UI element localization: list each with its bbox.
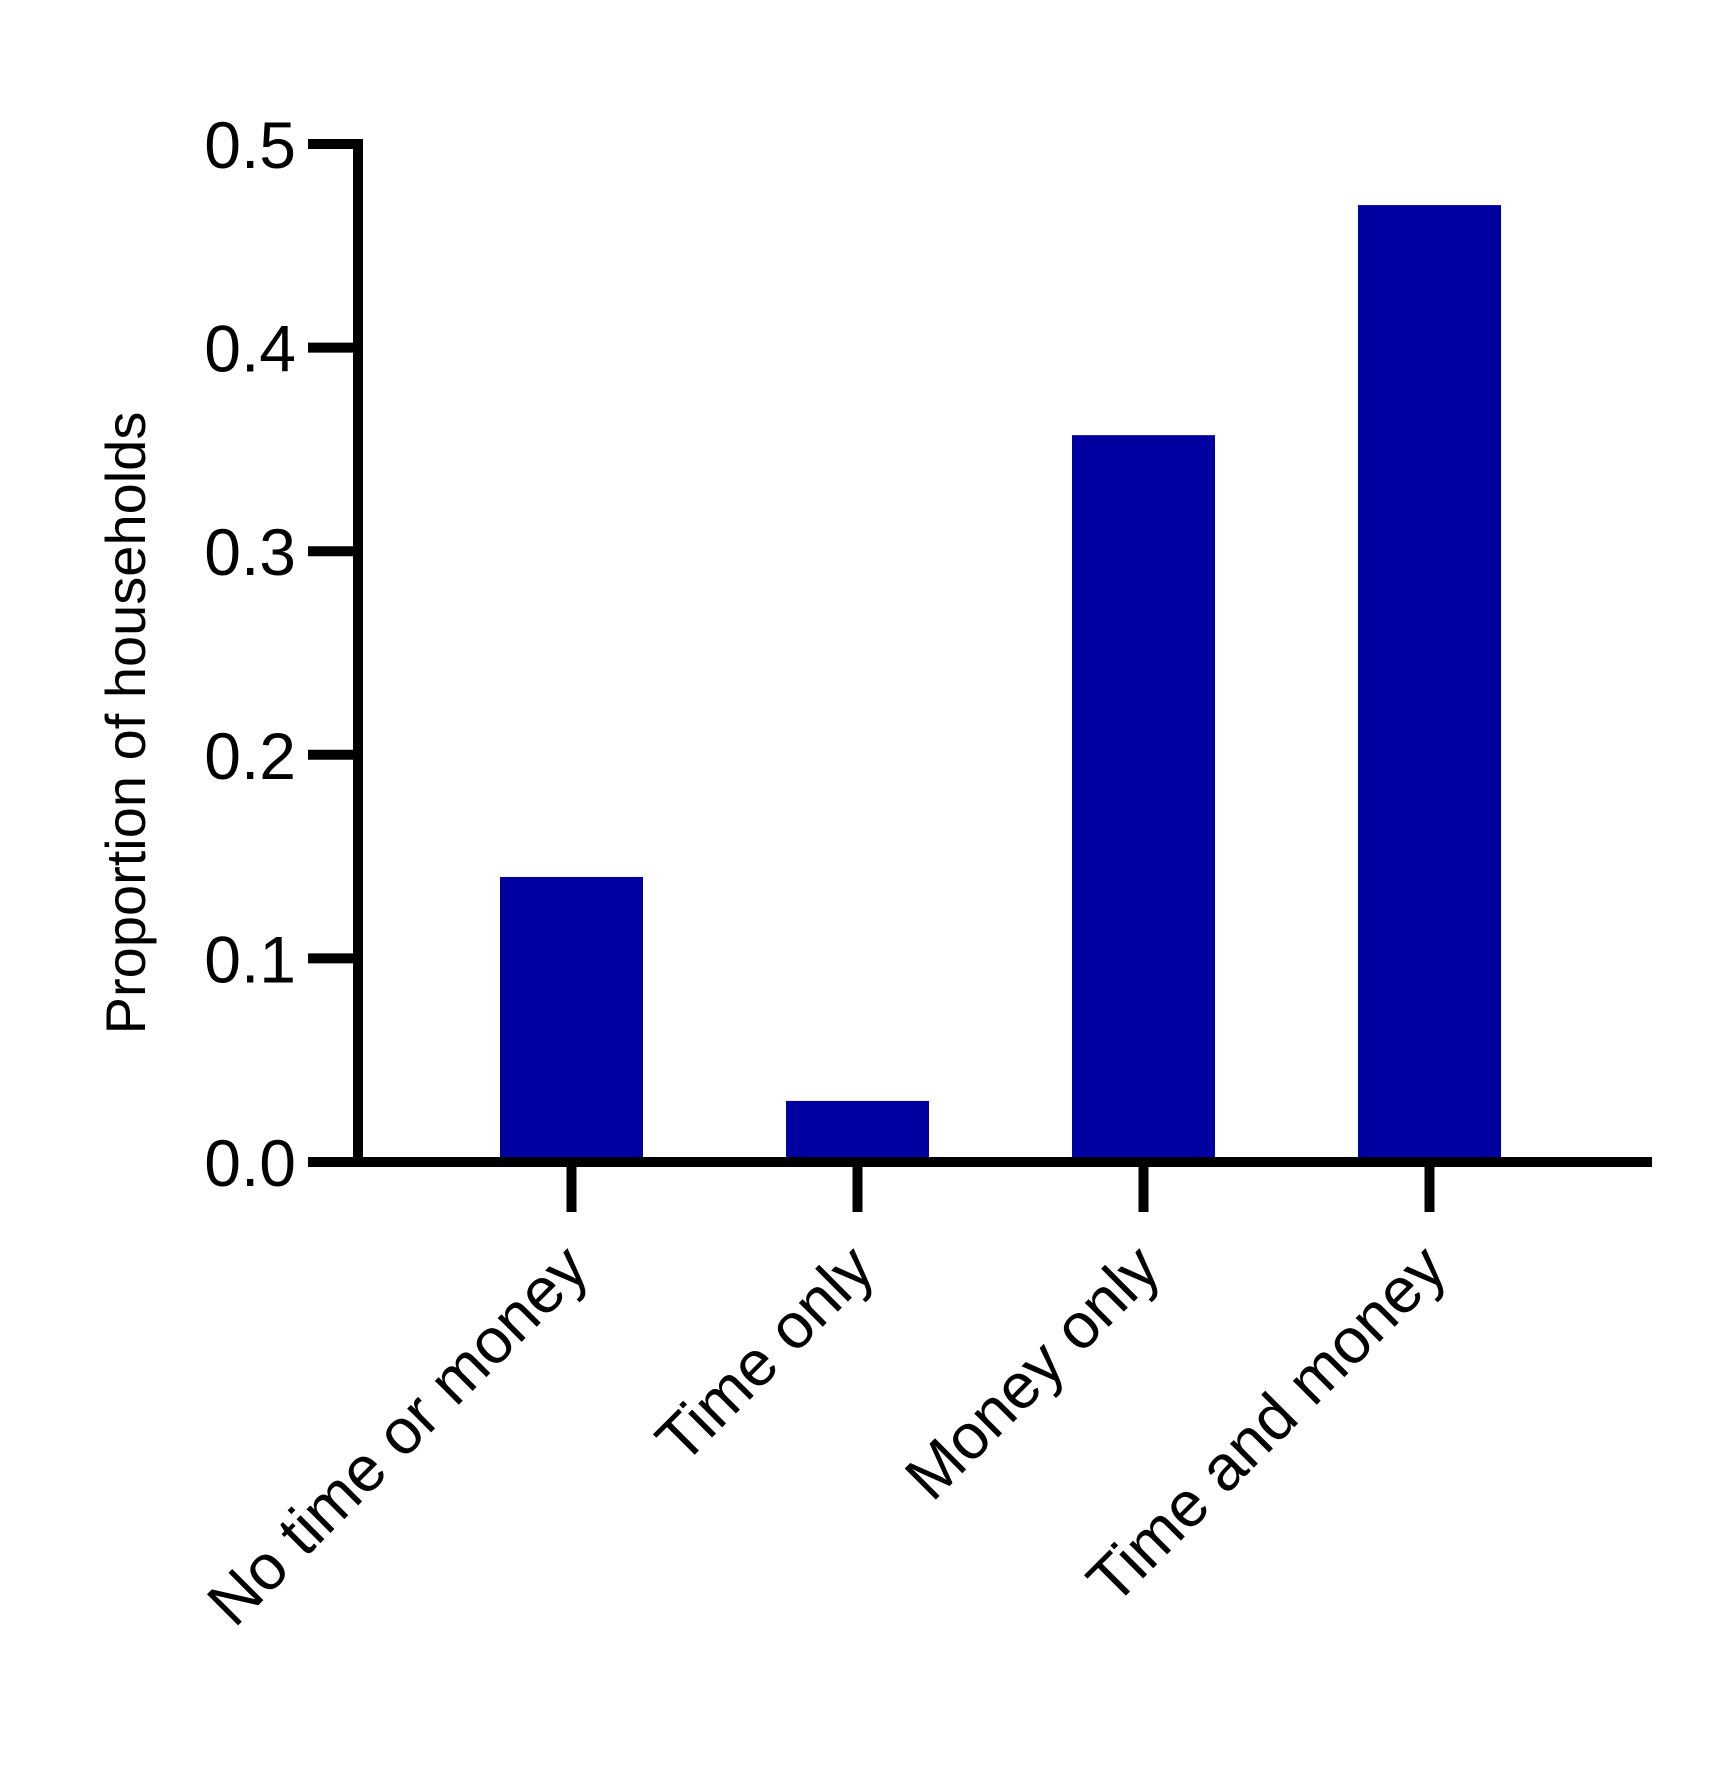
- y-axis-title: Proportion of households: [94, 412, 157, 1035]
- x-tick-label: Money only: [891, 1231, 1173, 1513]
- bar-no-time-or-money: [500, 876, 643, 1162]
- y-ticks-group: 0.0 0.1 0.2 0.3 0.4 0.5: [204, 108, 358, 1200]
- y-tick-label: 0.0: [204, 1126, 296, 1200]
- bar-time-and-money: [1358, 205, 1501, 1162]
- y-tick-label: 0.3: [204, 515, 296, 589]
- x-ticks-group: No time or money Time only Money onlyTime …: [193, 1162, 1459, 1639]
- x-tick-label: No time or money: [193, 1231, 601, 1639]
- bars-group: [500, 205, 1501, 1162]
- x-tick-label: Time only: [642, 1231, 887, 1476]
- bar-money-only: [1072, 435, 1215, 1162]
- y-tick-label: 0.2: [204, 719, 296, 793]
- y-tick-label: 0.1: [204, 922, 296, 996]
- bar-time-only: [786, 1100, 929, 1162]
- y-tick-label: 0.4: [204, 312, 296, 386]
- y-tick-label: 0.5: [204, 108, 296, 182]
